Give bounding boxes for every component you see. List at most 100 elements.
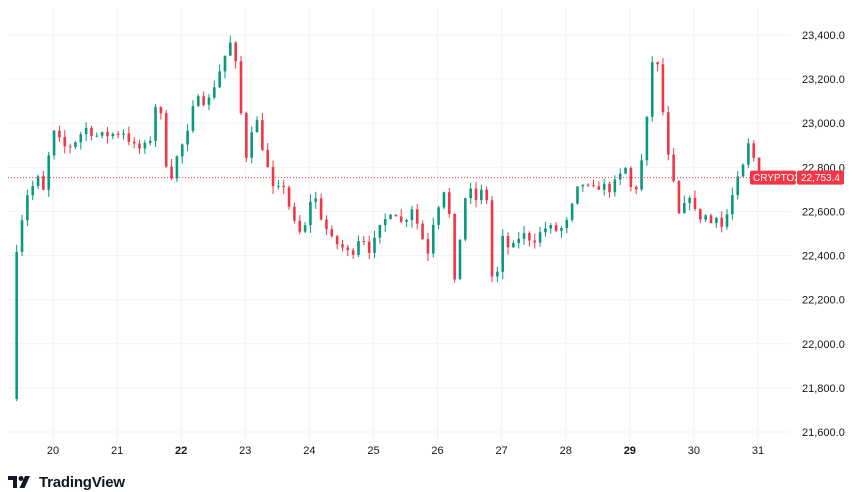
- candles: [15, 35, 772, 402]
- candle-body: [212, 87, 216, 98]
- candle-body: [245, 113, 248, 158]
- price-label-box: [797, 170, 844, 185]
- candle-body: [640, 160, 643, 190]
- candle-body: [576, 186, 579, 204]
- candle-body: [341, 244, 344, 248]
- x-tick-label: 25: [367, 445, 379, 457]
- tradingview-logo[interactable]: TradingView: [8, 472, 125, 492]
- x-tick-label: 20: [47, 445, 59, 457]
- candle-body: [496, 271, 499, 277]
- candle-body: [143, 142, 147, 149]
- candle-body: [325, 219, 328, 230]
- candle-body: [661, 64, 665, 113]
- candle-body: [373, 237, 376, 253]
- candle-body: [554, 225, 558, 231]
- x-tick-label: 29: [624, 445, 636, 457]
- candle-body: [437, 207, 440, 225]
- candle-body: [618, 173, 622, 180]
- candle-body: [239, 61, 243, 114]
- candle-body: [378, 225, 382, 238]
- brand-name: TradingView: [39, 473, 125, 491]
- symbol-label-box: [750, 170, 796, 185]
- candle-body: [747, 143, 750, 165]
- candle-body: [565, 219, 569, 229]
- candle-body: [634, 186, 638, 190]
- candle-body: [90, 127, 93, 136]
- candle-body: [672, 154, 675, 182]
- candle-body: [522, 233, 526, 239]
- candle-body: [250, 132, 253, 158]
- candle-body: [731, 195, 734, 215]
- candle-body: [36, 176, 40, 187]
- candlestick-chart[interactable]: 21,600.0 21,800.0 22,000.0 22,200.0 22,400.0…: [0, 0, 852, 470]
- candle-body: [624, 167, 627, 174]
- candle-body: [741, 164, 745, 177]
- y-tick-label: 23,000.0: [802, 118, 845, 130]
- candle-body: [602, 183, 606, 190]
- candle-body: [453, 213, 456, 280]
- candle-body: [682, 203, 686, 214]
- candle-body: [597, 186, 601, 190]
- candle-body: [389, 214, 392, 220]
- candle-body: [330, 229, 334, 237]
- candle-body: [421, 223, 424, 240]
- candle-body: [560, 228, 563, 231]
- candle-body: [271, 167, 275, 187]
- candle-body: [159, 107, 163, 114]
- candle-body: [677, 181, 681, 214]
- candle-body: [207, 97, 211, 105]
- candle-body: [31, 186, 35, 196]
- x-tick-label: 21: [111, 445, 123, 457]
- x-tick-label: 22: [175, 445, 187, 457]
- candle-body: [474, 188, 478, 200]
- y-tick-label: 22,400.0: [802, 251, 845, 263]
- candle-body: [362, 241, 366, 243]
- candle-body: [266, 149, 270, 168]
- candle-body: [464, 198, 467, 240]
- candle-body: [405, 220, 408, 222]
- candle-body: [100, 132, 104, 136]
- candle-body: [725, 214, 729, 227]
- candle-body: [138, 143, 141, 149]
- candle-body: [218, 71, 221, 88]
- candle-body: [480, 189, 483, 200]
- candle-body: [704, 215, 707, 220]
- candle-body: [346, 247, 350, 251]
- candle-body: [196, 96, 200, 107]
- candle-body: [58, 130, 61, 138]
- candle-body: [629, 167, 633, 187]
- candle-body: [394, 214, 398, 217]
- candle-body: [549, 225, 553, 229]
- candle-body: [127, 133, 131, 142]
- candle-body: [586, 184, 590, 186]
- candle-body: [277, 185, 280, 187]
- candle-body: [699, 208, 702, 220]
- candle-body: [175, 156, 179, 179]
- x-tick-label: 24: [303, 445, 315, 457]
- candle-body: [68, 146, 72, 148]
- candle-body: [255, 120, 259, 133]
- candle-body: [645, 116, 649, 161]
- candle-body: [84, 127, 88, 135]
- candle-body: [357, 241, 360, 255]
- candle-body: [399, 216, 403, 222]
- time-axis[interactable]: 20 21 22 23 24 25 26 27 28 29 30 31: [47, 445, 764, 457]
- candle-body: [42, 176, 45, 190]
- y-tick-label: 22,200.0: [802, 295, 845, 307]
- candle-body: [512, 243, 515, 248]
- candle-body: [132, 141, 136, 144]
- candle-body: [20, 220, 24, 252]
- candle-body: [234, 42, 237, 62]
- candle-body: [501, 235, 505, 272]
- candle-body: [293, 206, 296, 221]
- candle-body: [191, 106, 195, 131]
- candle-body: [490, 200, 494, 277]
- x-tick-label: 30: [688, 445, 700, 457]
- candle-body: [15, 251, 18, 399]
- candle-body: [608, 183, 611, 193]
- candle-body: [148, 140, 152, 143]
- candle-body: [538, 232, 542, 243]
- candle-body: [752, 143, 756, 158]
- price-axis[interactable]: 21,600.0 21,800.0 22,000.0 22,200.0 22,400.0…: [802, 30, 845, 439]
- candle-body: [715, 217, 718, 224]
